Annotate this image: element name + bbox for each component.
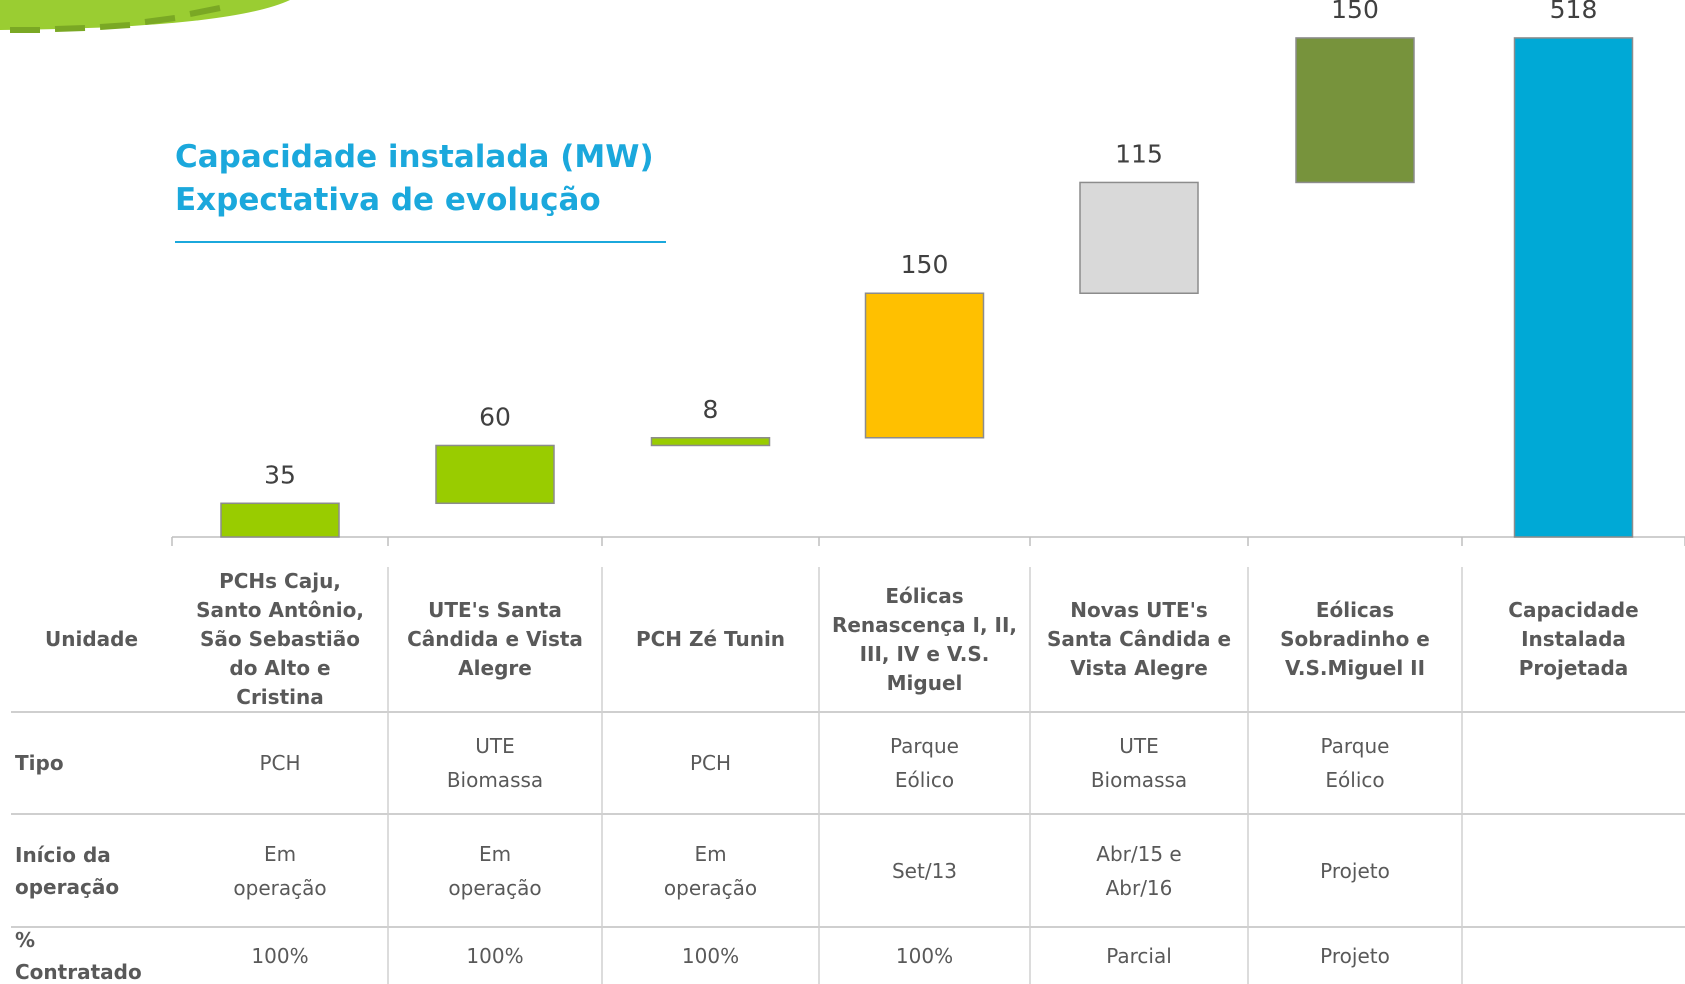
value-label: 518: [1550, 0, 1598, 24]
value-label: 60: [479, 402, 511, 431]
table-cell-text: Em operação: [448, 841, 542, 900]
column-header: Novas UTE's Santa Cândida e Vista Alegre: [1030, 567, 1248, 712]
table-header-text: Unidade: [44, 627, 139, 651]
value-label: 150: [901, 250, 949, 279]
table-cell: PCH: [602, 712, 819, 814]
table-cell-text: 100%: [895, 943, 954, 968]
bar: [864, 292, 985, 439]
bar: [650, 437, 771, 447]
row-label: Tipo: [11, 712, 172, 814]
column-header: Capacidade Instalada Projetada: [1462, 567, 1685, 712]
bar: [1295, 37, 1415, 184]
table-cell-text: Em operação: [233, 841, 327, 900]
table-cell-text: Parcial: [1106, 943, 1172, 968]
column-header-text: Eólicas Renascença I, II, III, IV e V.S.…: [831, 583, 1018, 695]
table-cell: Parcial: [1030, 927, 1248, 984]
table-cell-text: Em operação: [663, 841, 758, 900]
table-cell: UTE Biomassa: [388, 712, 602, 814]
column-header: PCH Zé Tunin: [602, 567, 819, 712]
bar: [1079, 181, 1199, 294]
column-header-text: Eólicas Sobradinho e V.S.Miguel II: [1280, 598, 1430, 680]
table-cell: 100%: [602, 927, 819, 984]
bar: [1513, 37, 1634, 538]
table-cell: Set/13: [819, 814, 1030, 927]
value-label: 35: [264, 460, 296, 489]
row-label-text: Tipo: [15, 751, 64, 775]
row-label: % Contratado: [11, 927, 172, 984]
table-cell-text: PCH: [259, 751, 301, 775]
table-cell-text: 100%: [251, 943, 309, 968]
column-header-text: PCHs Caju, Santo Antônio, São Sebastião …: [196, 569, 364, 709]
table-cell: Em operação: [172, 814, 388, 927]
row-label-text: % Contratado: [15, 927, 142, 984]
table-cell-text: Projeto: [1320, 858, 1390, 883]
decor-dashes: [10, 5, 221, 33]
column-header: Eólicas Sobradinho e V.S.Miguel II: [1248, 567, 1462, 712]
table-cell-text: UTE Biomassa: [446, 734, 544, 792]
table-cell-text: Abr/15 e Abr/16: [1096, 841, 1182, 900]
column-header-text: Capacidade Instalada Projetada: [1508, 598, 1639, 680]
chart-subtitle: Expectativa de evolução: [175, 182, 601, 218]
column-header-text: UTE's Santa Cândida e Vista Alegre: [407, 598, 583, 680]
row-label-text: Início da operação: [15, 842, 120, 899]
bar: [435, 444, 555, 505]
table-cell-text: PCH: [689, 751, 732, 775]
value-label: 8: [703, 395, 719, 424]
value-label: 115: [1115, 139, 1163, 168]
table-cell: PCH: [172, 712, 388, 814]
bar: [220, 502, 340, 538]
chart-title: Capacidade instalada (MW): [175, 139, 654, 175]
table-cell: Projeto: [1248, 814, 1462, 927]
table-cell: 100%: [388, 927, 602, 984]
decor-swoosh: [0, 0, 290, 30]
table-cell: Parque Eólico: [819, 712, 1030, 814]
table-cell-text: Projeto: [1320, 943, 1390, 968]
column-header: Eólicas Renascença I, II, III, IV e V.S.…: [819, 567, 1030, 712]
table-cell: Em operação: [602, 814, 819, 927]
table-cell-text: Set/13: [891, 858, 958, 883]
table-cell-text: 100%: [681, 943, 740, 968]
value-label: 150: [1331, 0, 1379, 24]
table-cell: Abr/15 e Abr/16: [1030, 814, 1248, 927]
table-cell: UTE Biomassa: [1030, 712, 1248, 814]
column-header: PCHs Caju, Santo Antônio, São Sebastião …: [172, 567, 388, 712]
column-header-text: Novas UTE's Santa Cândida e Vista Alegre: [1046, 598, 1232, 680]
table-cell-text: UTE Biomassa: [1090, 734, 1188, 792]
table-cell-text: Parque Eólico: [890, 734, 959, 792]
table-cell: Parque Eólico: [1248, 712, 1462, 814]
column-header: UTE's Santa Cândida e Vista Alegre: [388, 567, 602, 712]
table-cell: Em operação: [388, 814, 602, 927]
table-cell: 100%: [172, 927, 388, 984]
table-cell-text: Parque Eólico: [1320, 734, 1390, 792]
table-header: Unidade: [11, 567, 172, 712]
row-label: Início da operação: [11, 814, 172, 927]
table-cell: 100%: [819, 927, 1030, 984]
table-cell: Projeto: [1248, 927, 1462, 984]
table-cell-text: 100%: [466, 943, 524, 968]
column-header-text: PCH Zé Tunin: [635, 627, 786, 651]
